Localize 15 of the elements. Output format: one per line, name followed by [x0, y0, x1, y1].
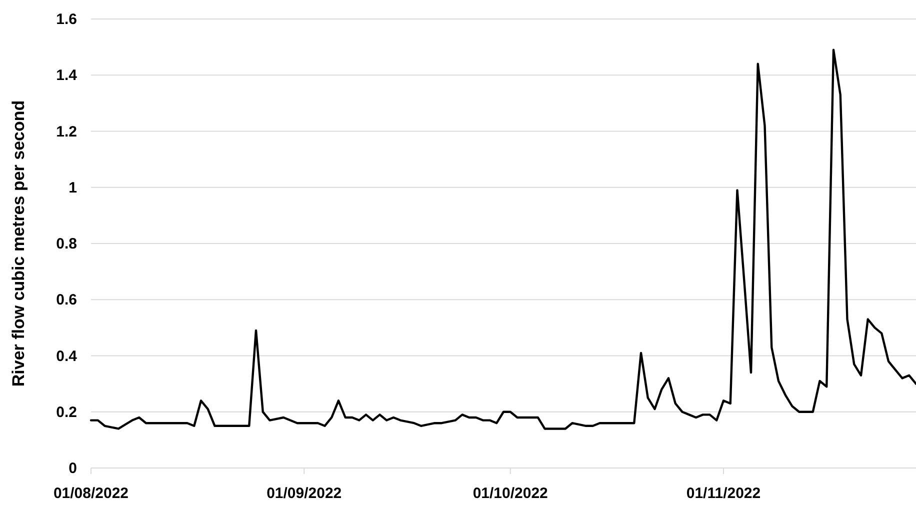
x-tick-label: 01/08/2022: [53, 485, 129, 502]
x-tick-label: 01/09/2022: [266, 485, 342, 502]
y-tick-label: 1: [68, 179, 77, 196]
y-axis-title: River flow cubic metres per second: [9, 100, 28, 387]
y-tick-label: 1.6: [56, 11, 77, 28]
y-tick-label: 0: [68, 460, 77, 477]
y-tick-label: 1.2: [56, 123, 77, 140]
x-tick-label: 01/11/2022: [686, 485, 761, 502]
y-tick-label: 0.4: [56, 348, 78, 365]
y-tick-label: 0.2: [56, 404, 77, 421]
y-tick-label: 1.4: [56, 67, 78, 84]
y-tick-label: 0.6: [56, 292, 77, 309]
x-tick-label: 01/10/2022: [472, 485, 548, 502]
line-series: [90, 48, 916, 430]
y-tick-label: 0.8: [56, 236, 77, 252]
